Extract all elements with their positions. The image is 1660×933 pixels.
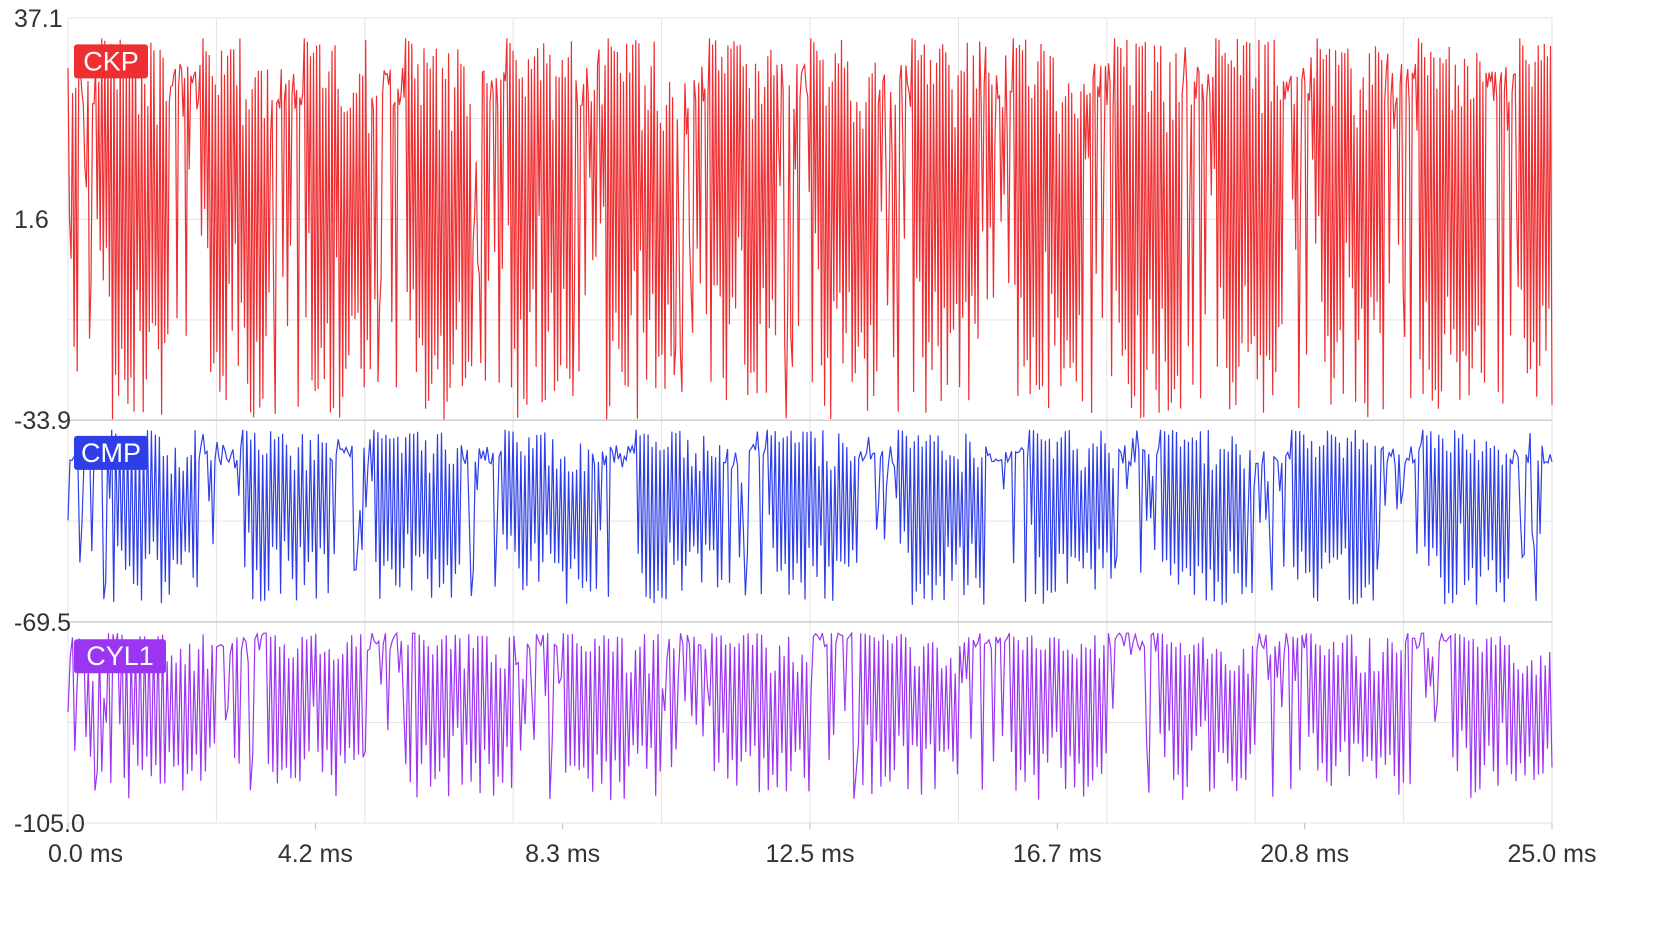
y-tick-label: -105.0: [14, 810, 85, 838]
y-tick-label: 1.6: [14, 206, 49, 234]
y-tick-labels: 37.1 1.6 -33.9 -69.5 -105.0: [14, 5, 85, 838]
trace-cmp: [67, 429, 1553, 605]
channel-label-text: CKP: [83, 46, 139, 76]
x-tick-label: 25.0 ms: [1508, 840, 1597, 868]
channel-dividers: [68, 419, 1552, 623]
channel-label-bg: [74, 435, 148, 470]
channel-label-text: CYL1: [86, 641, 154, 671]
channel-labels: CKP CMP CYL1: [74, 44, 166, 674]
channel-label-text: CMP: [81, 438, 141, 468]
trace-ckp: [67, 38, 1553, 420]
x-tick-label: 4.2 ms: [278, 840, 353, 868]
trace-cyl1: [67, 631, 1553, 801]
channel-label-ckp: CKP: [74, 44, 148, 79]
channel-label-bg: [74, 44, 148, 79]
x-tick-label: 12.5 ms: [766, 840, 855, 868]
x-tick-label: 20.8 ms: [1260, 840, 1349, 868]
x-tick-label: 0.0 ms: [48, 840, 123, 868]
channel-label-cyl1: CYL1: [74, 639, 166, 674]
y-tick-label: 37.1: [14, 5, 63, 33]
channel-label-bg: [74, 639, 166, 674]
x-tick-label: 16.7 ms: [1013, 840, 1102, 868]
channel-label-cmp: CMP: [74, 435, 148, 470]
x-tick-label: 8.3 ms: [525, 840, 600, 868]
y-tick-label: -69.5: [14, 609, 71, 637]
x-tick-labels: 0.0 ms 4.2 ms 8.3 ms 12.5 ms 16.7 ms 20.8 ms 2…: [48, 823, 1596, 868]
signal-traces: [67, 38, 1553, 801]
y-tick-label: -33.9: [14, 407, 71, 435]
